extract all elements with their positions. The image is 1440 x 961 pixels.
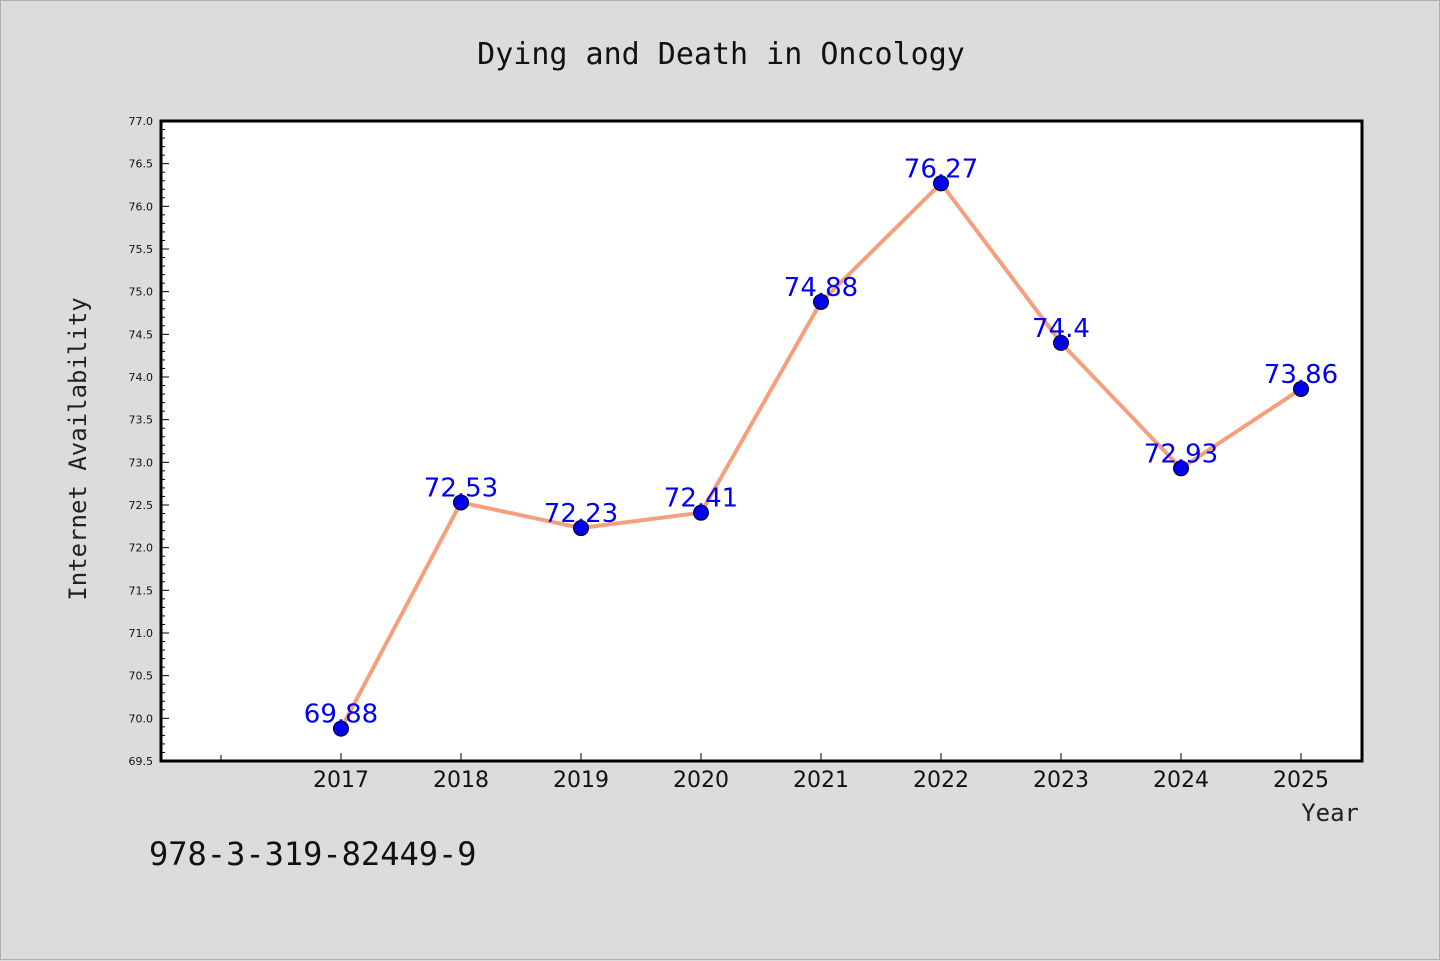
data-point	[333, 720, 349, 737]
x-tick-label: 2021	[793, 768, 849, 793]
x-axis-label: Year	[1301, 799, 1359, 827]
data-point	[1293, 380, 1309, 397]
x-tick-label: 2022	[913, 768, 969, 793]
x-tick-label: 2025	[1273, 768, 1329, 793]
data-label: 72.41	[664, 484, 738, 514]
data-label: 72.93	[1144, 439, 1218, 469]
data-label: 72.53	[424, 473, 498, 503]
y-tick-label: 69.5	[129, 755, 154, 768]
data-point	[1053, 334, 1069, 351]
y-tick-label: 73.0	[129, 456, 154, 469]
data-point	[453, 494, 469, 511]
y-tick-label: 74.5	[129, 328, 154, 341]
y-tick-label: 72.0	[129, 542, 154, 555]
data-label: 76.27	[904, 154, 978, 184]
x-axis: 2017 2018 2019 2020 2021 2022 2023 2024 2025	[220, 753, 1329, 793]
series-layer	[333, 175, 1309, 737]
y-tick-label: 75.0	[129, 286, 154, 299]
chart-title: Dying and Death in Oncology	[477, 37, 965, 72]
x-tick-label: 2019	[553, 768, 609, 793]
y-tick-label: 72.5	[129, 499, 154, 512]
data-point	[1173, 460, 1189, 477]
x-tick-label: 2024	[1153, 768, 1209, 793]
x-tick-label: 2023	[1033, 768, 1089, 793]
data-label: 74.4	[1032, 314, 1090, 344]
x-tick-label: 2018	[433, 768, 489, 793]
data-label: 69.88	[304, 700, 378, 730]
y-tick-label: 70.5	[129, 670, 154, 683]
data-point	[573, 520, 589, 537]
y-tick-label: 76.0	[129, 200, 154, 213]
data-point	[813, 293, 829, 310]
data-point	[693, 504, 709, 521]
data-label: 74.88	[784, 273, 858, 303]
x-tick-label: 2020	[673, 768, 729, 793]
y-tick-label: 77.0	[129, 115, 154, 128]
data-label: 73.86	[1264, 360, 1338, 390]
y-tick-label: 71.0	[129, 627, 154, 640]
data-point	[933, 175, 949, 192]
data-labels: 69.88 72.53 72.23 72.41 74.88 76.27 74.4 72.93 7…	[304, 154, 1338, 729]
isbn-annotation: 978-3-319-82449-9	[149, 835, 477, 873]
x-tick-label: 2017	[313, 768, 369, 793]
y-tick-label: 73.5	[129, 414, 154, 427]
y-axis-label: Internet Availability	[64, 297, 92, 600]
y-axis: 69.5 70.0 70.5 71.0 71.5 72.0 72.5 73.0 73.5 74.0…	[129, 115, 169, 768]
y-tick-label: 70.0	[129, 712, 154, 725]
plot-area	[159, 119, 1364, 763]
data-label: 72.23	[544, 499, 618, 529]
y-tick-label: 71.5	[129, 584, 154, 597]
y-tick-label: 75.5	[129, 243, 154, 256]
y-tick-label: 74.0	[129, 371, 154, 384]
y-tick-label: 76.5	[129, 158, 154, 171]
